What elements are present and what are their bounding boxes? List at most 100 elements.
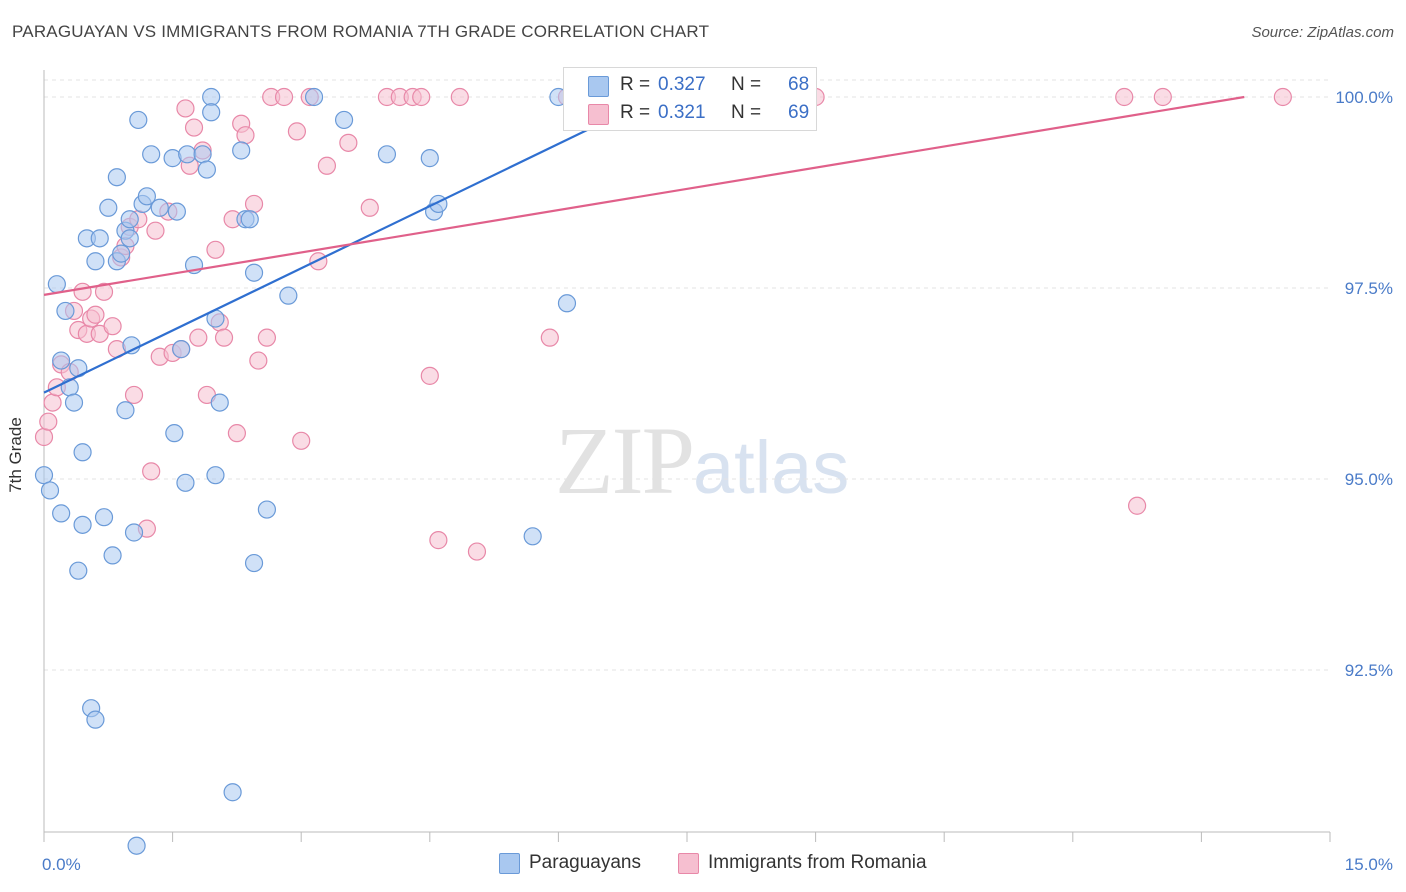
romania-point xyxy=(287,122,307,141)
legend-r-value: 0.321 xyxy=(658,102,706,123)
romania-point xyxy=(450,87,469,107)
paraguayan-point xyxy=(232,141,251,160)
romania-point xyxy=(214,328,234,347)
paraguayan-point xyxy=(523,527,542,546)
romania-point xyxy=(249,351,268,370)
romania-point xyxy=(309,252,328,271)
romania-point xyxy=(206,240,225,259)
legend-r-value: 0.327 xyxy=(658,74,706,95)
romania-point xyxy=(1115,87,1134,107)
romania-point xyxy=(274,87,294,107)
romania-point xyxy=(412,87,431,107)
romania-point xyxy=(244,194,264,214)
paraguayan-point xyxy=(73,443,92,462)
paraguayan-point xyxy=(193,145,212,164)
paraguayan-point xyxy=(86,252,105,271)
bottom-legend-swatch-pink xyxy=(678,853,699,874)
bottom-legend-label: Paraguayans xyxy=(529,852,641,873)
watermark: ZIPatlas xyxy=(555,405,849,516)
paraguayan-point xyxy=(73,515,92,534)
paraguayan-point xyxy=(34,466,54,485)
romania-point xyxy=(94,282,114,301)
source-label: Source: ZipAtlas.com xyxy=(1251,24,1394,41)
paraguayan-point xyxy=(176,473,195,492)
romania-point xyxy=(189,328,208,347)
paraguayan-point xyxy=(103,546,122,565)
paraguayan-point xyxy=(257,500,277,519)
correlation-legend: R = 0.327 N = 68 R = 0.321 N = 69 xyxy=(563,67,817,131)
paraguayan-point xyxy=(120,210,139,229)
trend-line-paraguayans xyxy=(43,80,688,394)
romania-point xyxy=(540,328,559,347)
paraguayan-point xyxy=(304,87,324,107)
romania-point xyxy=(317,156,337,175)
paraguayan-point xyxy=(120,229,139,248)
romania-point xyxy=(467,542,487,561)
paraguayan-point xyxy=(94,508,114,527)
romania-point xyxy=(103,317,122,336)
paraguayan-point xyxy=(150,198,169,217)
romania-point xyxy=(146,221,165,240)
paraguayan-point xyxy=(137,187,156,206)
romania-point xyxy=(257,328,277,347)
legend-r-label: R = xyxy=(620,102,651,123)
romania-point xyxy=(176,99,195,118)
paraguayan-point xyxy=(64,393,84,412)
romania-point xyxy=(39,412,58,431)
watermark-atlas: atlas xyxy=(693,426,850,509)
paraguayan-point xyxy=(206,466,225,485)
paraguayan-point xyxy=(244,553,264,573)
paraguayan-point xyxy=(197,160,216,179)
romania-point xyxy=(339,133,358,152)
legend-n-label: N = xyxy=(731,74,762,95)
paraguayan-point xyxy=(86,710,105,729)
y-tick-label: 100.0% xyxy=(1335,88,1393,107)
trend-line-romania xyxy=(43,95,1245,296)
paraguayan-point xyxy=(142,145,161,164)
paraguayan-point xyxy=(210,393,229,412)
paraguayan-point xyxy=(47,275,66,294)
romania-point xyxy=(1153,87,1172,107)
legend-r-label: R = xyxy=(620,74,651,95)
gridlines xyxy=(44,79,1330,671)
paraguayan-point xyxy=(172,340,191,359)
legend-n-value: 68 xyxy=(788,74,810,95)
paraguayan-point xyxy=(107,168,126,187)
romania-point xyxy=(292,431,311,450)
x-tick-label-max: 15.0% xyxy=(1345,855,1393,874)
romania-point xyxy=(86,305,105,324)
paraguayan-point xyxy=(202,87,221,107)
paraguayan-point xyxy=(167,202,186,221)
paraguayan-point xyxy=(56,301,75,321)
series-paraguayans xyxy=(34,87,675,855)
y-tick-label: 92.5% xyxy=(1345,661,1393,680)
watermark-zip: ZIP xyxy=(555,407,695,514)
tick-labels: 92.5% 95.0% 97.5% 100.0% 0.0% 15.0% xyxy=(42,88,1393,874)
paraguayan-point xyxy=(69,561,88,580)
paraguayan-point xyxy=(244,263,264,282)
paraguayan-point xyxy=(240,210,259,229)
romania-point xyxy=(43,393,62,412)
paraguayan-point xyxy=(90,229,109,248)
y-tick-label: 95.0% xyxy=(1345,470,1393,489)
romania-point xyxy=(236,126,255,145)
chart-title: PARAGUAYAN VS IMMIGRANTS FROM ROMANIA 7T… xyxy=(12,22,710,41)
paraguayan-point xyxy=(377,145,397,164)
y-tick-label: 97.5% xyxy=(1345,279,1393,298)
paraguayan-point xyxy=(557,294,577,313)
bottom-legend-label: Immigrants from Romania xyxy=(708,852,927,873)
paraguayan-point xyxy=(116,401,135,420)
paraguayan-point xyxy=(52,351,71,370)
romania-point xyxy=(227,424,246,443)
romania-point xyxy=(34,427,54,447)
paraguayan-point xyxy=(52,504,71,523)
trend-lines xyxy=(43,80,1245,394)
paraguayan-point xyxy=(202,103,221,122)
axes xyxy=(43,70,1331,842)
paraguayan-point xyxy=(129,110,148,130)
paraguayan-point xyxy=(420,149,439,168)
paraguayan-point xyxy=(165,424,184,443)
paraguayan-point xyxy=(40,481,60,500)
paraguayan-point xyxy=(279,286,298,305)
